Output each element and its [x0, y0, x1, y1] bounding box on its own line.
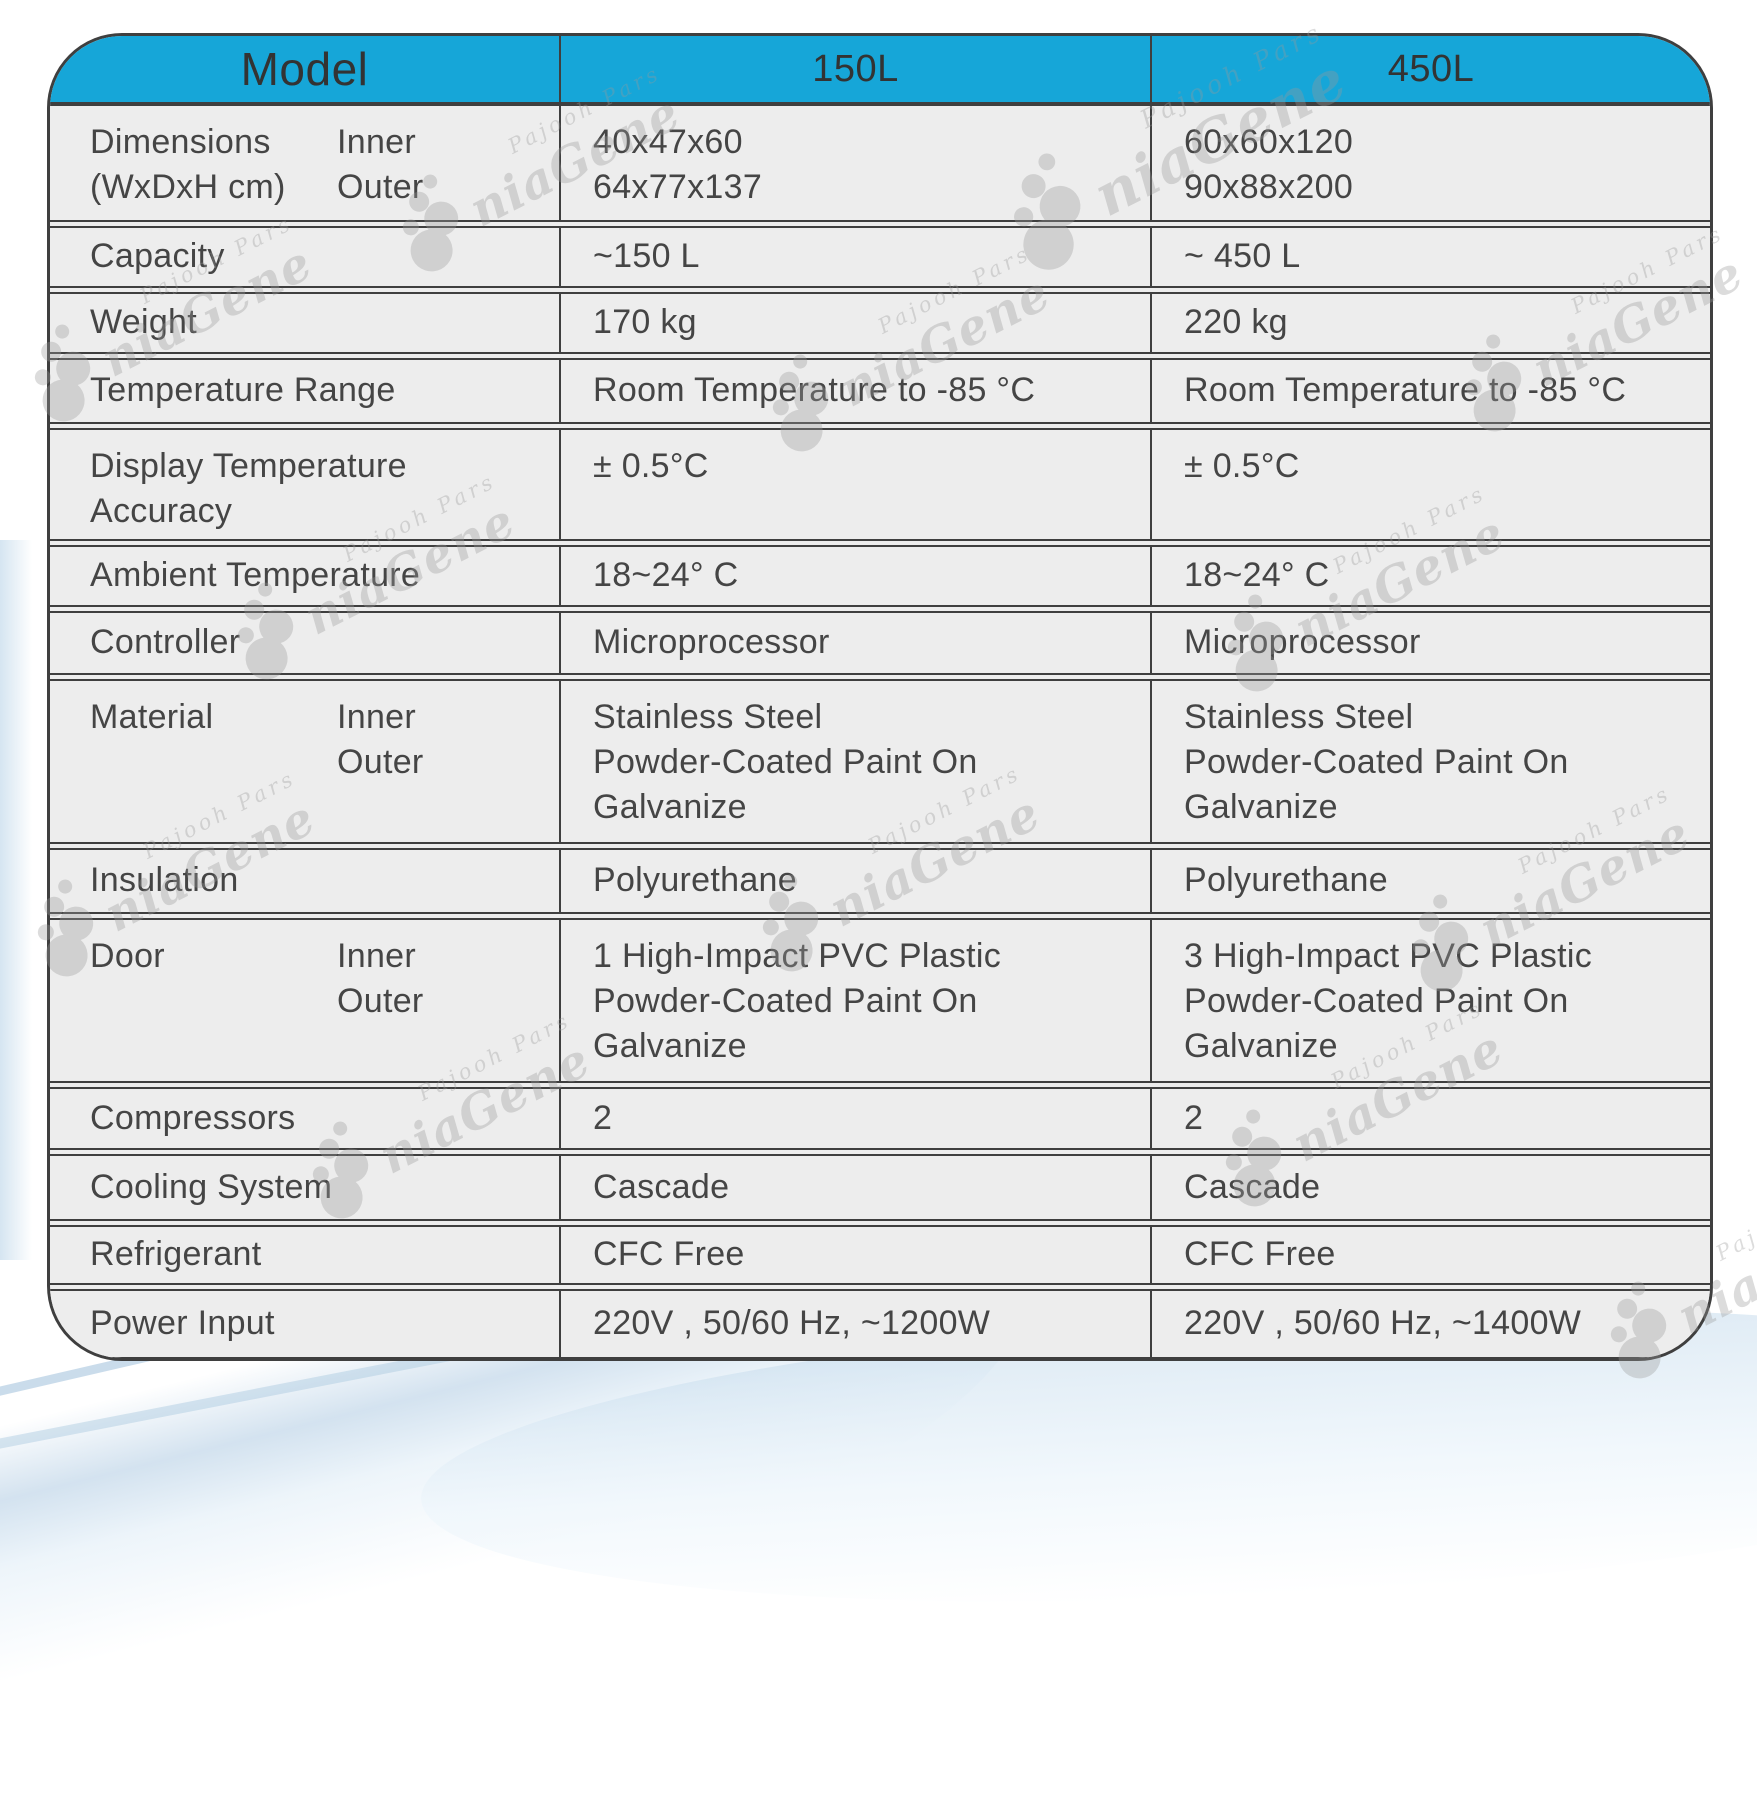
row-label-cell: Ambient Temperature: [50, 547, 559, 605]
page: { "table": { "header": { "model": "Model…: [0, 16, 1757, 1802]
row-label-cell: Material Inner Outer: [50, 681, 559, 842]
row-label: Capacity: [90, 237, 225, 276]
row-label: Material: [90, 698, 214, 736]
table-row-cooling-system: Cooling System Cascade Cascade: [50, 1154, 1710, 1221]
value-450l: ~ 450 L: [1150, 228, 1710, 286]
row-label-cell: Cooling System: [50, 1156, 559, 1219]
row-label: Dimensions (WxDxH cm): [90, 123, 286, 207]
value-450l: 220 kg: [1150, 294, 1710, 352]
header-model-label: Model: [240, 43, 369, 95]
row-label: Compressors: [90, 1098, 296, 1137]
table-row-material: Material Inner Outer Stainless Steel Powd…: [50, 679, 1710, 844]
value-150l: 2: [559, 1089, 1150, 1148]
table-row-temperature-range: Temperature Range Room Temperature to -8…: [50, 358, 1710, 424]
value-150l: Polyurethane: [559, 850, 1150, 912]
row-label: Temperature Range: [90, 371, 396, 410]
value-150l: ± 0.5°C: [559, 430, 1150, 539]
row-label-cell: Weight: [50, 294, 559, 352]
value-450l: 18~24° C: [1150, 547, 1710, 605]
value-150l: Room Temperature to -85 °C: [559, 360, 1150, 422]
table-row-power-input: Power Input 220V , 50/60 Hz, ~1200W 220V…: [50, 1289, 1710, 1358]
header-150l-label: 150L: [812, 47, 899, 90]
value-150l: ~150 L: [559, 228, 1150, 286]
value-150l: Cascade: [559, 1156, 1150, 1219]
row-sublabel: Inner Outer: [337, 698, 424, 782]
watermark-tagline: Pajooh Pars: [1712, 1168, 1757, 1266]
value-450l: CFC Free: [1150, 1227, 1710, 1283]
value-450l: Cascade: [1150, 1156, 1710, 1219]
value-450l: Polyurethane: [1150, 850, 1710, 912]
header-model-cell: Model: [50, 36, 559, 102]
row-label-cell: Capacity: [50, 228, 559, 286]
table-header-row: Model 150L 450L: [50, 36, 1710, 104]
row-label: Ambient Temperature: [90, 556, 421, 595]
value-450l: 60x60x120 90x88x200: [1150, 106, 1710, 220]
value-150l: Stainless Steel Powder-Coated Paint On G…: [559, 681, 1150, 842]
table-row-insulation: Insulation Polyurethane Polyurethane: [50, 848, 1710, 914]
row-label-cell: Display Temperature Accuracy: [50, 430, 559, 539]
row-label-cell: Insulation: [50, 850, 559, 912]
row-label: Cooling System: [90, 1167, 333, 1206]
table-row-refrigerant: Refrigerant CFC Free CFC Free: [50, 1225, 1710, 1285]
table-row-capacity: Capacity ~150 L ~ 450 L: [50, 226, 1710, 288]
value-150l: Microprocessor: [559, 613, 1150, 673]
value-150l: 18~24° C: [559, 547, 1150, 605]
row-label-cell: Door Inner Outer: [50, 920, 559, 1081]
row-label-cell: Temperature Range: [50, 360, 559, 422]
header-450l-cell: 450L: [1150, 36, 1710, 102]
row-label: Refrigerant: [90, 1235, 262, 1274]
value-450l: ± 0.5°C: [1150, 430, 1710, 539]
value-450l: 220V , 50/60 Hz, ~1400W: [1150, 1291, 1710, 1357]
header-450l-label: 450L: [1387, 47, 1475, 90]
table-row-compressors: Compressors 2 2: [50, 1087, 1710, 1150]
row-label: Display Temperature Accuracy: [90, 447, 407, 531]
value-450l: 3 High-Impact PVC Plastic Powder-Coated …: [1150, 920, 1710, 1081]
row-sublabel: Inner Outer: [337, 123, 424, 207]
value-450l: Microprocessor: [1150, 613, 1710, 673]
row-label: Power Input: [90, 1304, 275, 1343]
row-label-cell: Dimensions (WxDxH cm) Inner Outer: [50, 106, 559, 220]
row-label-cell: Refrigerant: [50, 1227, 559, 1283]
row-label: Insulation: [90, 861, 239, 900]
value-150l: 1 High-Impact PVC Plastic Powder-Coated …: [559, 920, 1150, 1081]
table-row-ambient-temperature: Ambient Temperature 18~24° C 18~24° C: [50, 545, 1710, 607]
left-edge-glow: [0, 540, 32, 1260]
row-sublabel: Inner Outer: [337, 937, 424, 1021]
table-row-display-accuracy: Display Temperature Accuracy ± 0.5°C ± 0…: [50, 428, 1710, 541]
row-label: Door: [90, 937, 165, 975]
table-row-controller: Controller Microprocessor Microprocessor: [50, 611, 1710, 675]
row-label-cell: Compressors: [50, 1089, 559, 1148]
value-450l: 2: [1150, 1089, 1710, 1148]
value-150l: 40x47x60 64x77x137: [559, 106, 1150, 220]
row-label: Weight: [90, 303, 198, 342]
table-row-weight: Weight 170 kg 220 kg: [50, 292, 1710, 354]
value-150l: 220V , 50/60 Hz, ~1200W: [559, 1291, 1150, 1357]
table-row-dimensions: Dimensions (WxDxH cm) Inner Outer 40x47x6…: [50, 104, 1710, 222]
table-row-door: Door Inner Outer 1 High-Impact PVC Plasti…: [50, 918, 1710, 1083]
row-label-cell: Controller: [50, 613, 559, 673]
value-450l: Stainless Steel Powder-Coated Paint On G…: [1150, 681, 1710, 842]
value-150l: 170 kg: [559, 294, 1150, 352]
row-label-cell: Power Input: [50, 1291, 559, 1357]
header-150l-cell: 150L: [559, 36, 1150, 102]
value-450l: Room Temperature to -85 °C: [1150, 360, 1710, 422]
value-150l: CFC Free: [559, 1227, 1150, 1283]
row-label: Controller: [90, 623, 241, 662]
spec-table: Model 150L 450L Dimensions (WxDxH cm) Inn…: [47, 33, 1713, 1361]
